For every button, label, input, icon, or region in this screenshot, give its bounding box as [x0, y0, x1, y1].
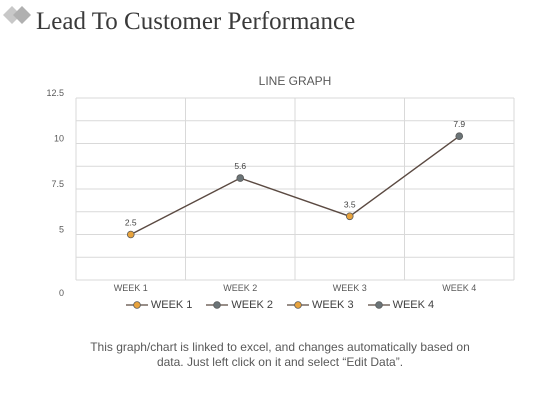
- legend-label: WEEK 1: [150, 299, 193, 311]
- page-title: Lead To Customer Performance: [36, 8, 356, 35]
- data-point: [345, 212, 354, 221]
- legend-item: WEEK 2: [206, 299, 273, 311]
- chart-legend: WEEK 1 WEEK 2 WEEK 3 WEEK 4: [0, 299, 560, 311]
- legend-swatch-icon: [287, 301, 309, 309]
- legend-swatch-icon: [125, 301, 148, 309]
- data-label: 5.6: [234, 161, 246, 171]
- legend-item: WEEK 1: [125, 299, 193, 311]
- legend-swatch-icon: [206, 301, 229, 309]
- data-point: [236, 174, 245, 182]
- legend-item: WEEK 3: [287, 299, 354, 311]
- legend-label: WEEK 2: [231, 299, 273, 311]
- data-label: 7.9: [453, 119, 465, 129]
- y-tick-label: 10: [54, 134, 64, 144]
- y-axis-labels: 0 5 7.5 10 12.5: [46, 88, 64, 298]
- diamond-logo-icon: [3, 6, 31, 24]
- legend-item: WEEK 4: [367, 299, 435, 311]
- x-tick-label: WEEK 1: [114, 283, 148, 293]
- footnote-text: This graph/chart is linked to excel, and…: [90, 340, 470, 369]
- data-point: [455, 132, 464, 141]
- chart-grid: [75, 97, 515, 281]
- data-labels: 2.5 5.6 3.5 7.9: [125, 119, 466, 227]
- legend-label: WEEK 4: [392, 299, 435, 311]
- x-tick-label: WEEK 3: [333, 283, 367, 293]
- legend-label: WEEK 3: [312, 299, 354, 311]
- y-tick-label: 12.5: [46, 88, 64, 98]
- chart-title: LINE GRAPH: [259, 74, 332, 88]
- y-tick-label: 0: [59, 288, 64, 298]
- series-line: [130, 135, 460, 236]
- legend-swatch-icon: [367, 301, 390, 309]
- data-label: 2.5: [125, 218, 137, 228]
- data-label: 3.5: [344, 199, 356, 209]
- data-point: [126, 230, 135, 239]
- x-tick-label: WEEK 2: [223, 283, 257, 293]
- y-tick-label: 7.5: [51, 179, 64, 189]
- x-tick-label: WEEK 4: [442, 283, 476, 293]
- x-axis-labels: WEEK 1 WEEK 2 WEEK 3 WEEK 4: [114, 283, 477, 293]
- y-tick-label: 5: [59, 225, 64, 235]
- data-points: [126, 132, 464, 239]
